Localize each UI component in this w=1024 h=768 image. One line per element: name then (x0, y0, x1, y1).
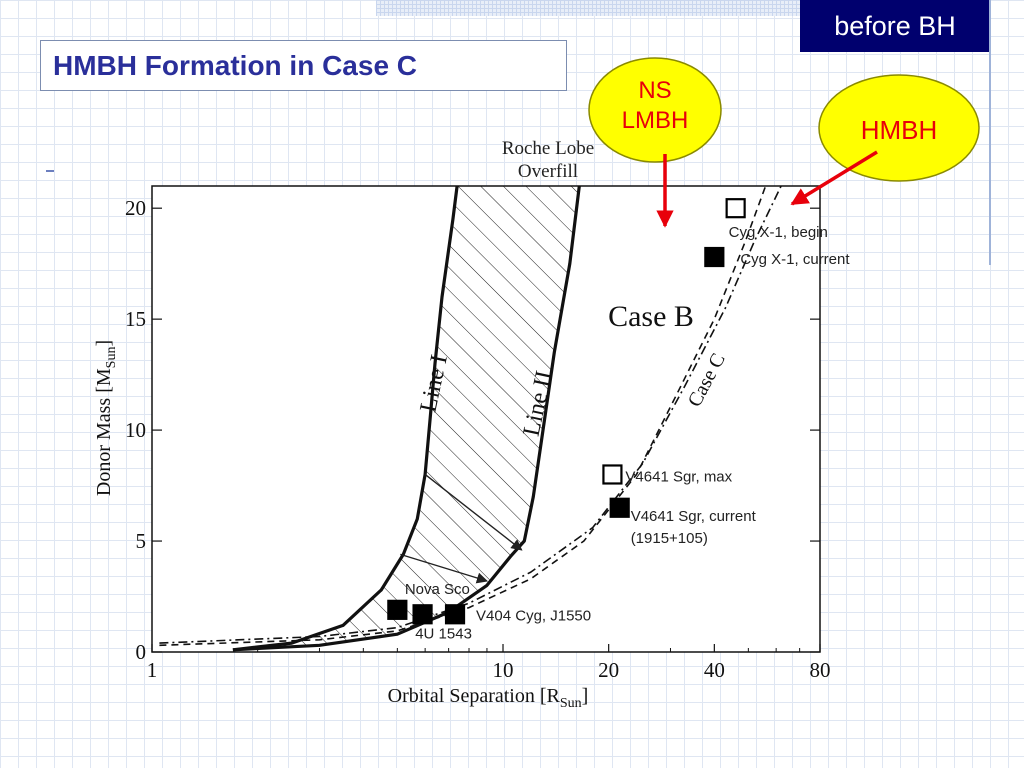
case-arrows (400, 473, 523, 584)
y-axis-label-suffix: ] (93, 340, 115, 347)
x-tick-label: 10 (493, 658, 514, 682)
callout-hmbh-ellipse (818, 74, 980, 182)
transition-arrow (424, 473, 523, 551)
slide-title-box: HMBH Formation in Case C (40, 40, 567, 91)
bullet-dash (46, 170, 54, 172)
corner-tag-label: before BH (834, 10, 956, 41)
point-label: V4641 Sgr, max (625, 468, 732, 485)
point-label: Cyg X-1, begin (729, 224, 828, 241)
filled-square-marker (704, 246, 725, 268)
y-axis-label-main: Donor Mass [M (93, 368, 115, 496)
case-b-hatched-band (232, 186, 580, 650)
header-decoration-band (376, 0, 800, 16)
filled-square-marker (444, 604, 466, 625)
callout-hmbh: HMBH (790, 74, 980, 206)
open-square-marker (725, 198, 746, 219)
filled-square-marker (412, 604, 433, 625)
x-axis-label-suffix: ] (582, 685, 589, 707)
data-markers (387, 198, 746, 625)
point-label: Cyg X-1, current (740, 251, 850, 268)
plot-frame (151, 185, 821, 653)
region-label-case-b: Case B (608, 300, 694, 333)
y-tick-label: 0 (136, 640, 147, 664)
top-label-line-1: Roche Lobe (502, 138, 594, 159)
right-vertical-rule (989, 0, 991, 265)
callout-ns-lmbh-line-1: NS (638, 77, 671, 104)
x-axis-label-main: Orbital Separation [R (388, 685, 561, 707)
callout-ns-lmbh: NS LMBH (588, 57, 722, 228)
filled-square-marker (387, 599, 408, 620)
transition-arrow (400, 553, 489, 584)
series-layer (159, 186, 782, 652)
callout-hmbh-arrow (790, 150, 878, 206)
series-line-3 (159, 186, 767, 647)
series-line-0 (232, 186, 459, 652)
x-tick-label: 1 (147, 658, 158, 682)
open-square-marker (602, 464, 623, 485)
point-labels: Cyg X-1, begin Cyg X-1, current V4641 Sgr,… (405, 224, 851, 642)
callout-hmbh-line-1: HMBH (861, 115, 938, 145)
x-tick-label: 80 (810, 658, 831, 682)
point-label: 4U 1543 (415, 625, 472, 642)
filled-square-marker (609, 497, 630, 518)
point-label: V4641 Sgr, current (631, 508, 757, 525)
x-tick-label: 20 (598, 658, 619, 682)
x-axis-label-sub: Sun (560, 696, 582, 711)
y-axis-label: Donor Mass [MSun] (93, 340, 119, 496)
slide-title: HMBH Formation in Case C (53, 49, 418, 81)
callout-ns-lmbh-ellipse (588, 57, 722, 163)
x-axis-label: Orbital Separation [RSun] (388, 685, 589, 711)
y-tick-label: 5 (136, 529, 147, 553)
point-label: (1915+105) (631, 530, 708, 547)
y-axis-label-sub: Sun (104, 347, 119, 369)
series-line-2 (159, 186, 782, 644)
y-tick-label: 15 (125, 307, 146, 331)
point-label: V404 Cyg, J1550 (476, 607, 591, 624)
point-label: Nova Sco (405, 581, 470, 598)
axis-ticks: 1 10 20 40 80 0 5 10 15 20 (125, 196, 831, 682)
top-label-line-2: Overfill (518, 161, 578, 182)
callout-ns-lmbh-line-2: LMBH (622, 107, 689, 134)
x-tick-label: 40 (704, 658, 725, 682)
y-tick-label: 10 (125, 418, 146, 442)
corner-tag: before BH (800, 0, 990, 52)
y-tick-label: 20 (125, 196, 146, 220)
